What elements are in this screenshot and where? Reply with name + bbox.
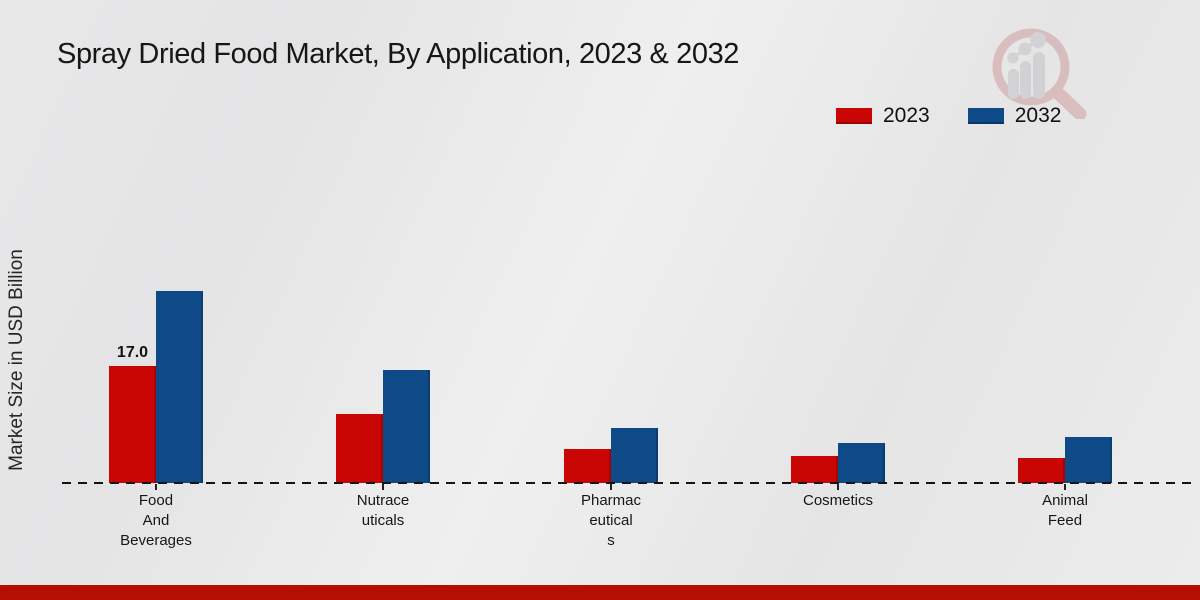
bar-2032-pharmaceuticals xyxy=(611,428,658,483)
bar-2023-pharmaceuticals xyxy=(564,449,611,483)
x-axis-category-label-cosmetics: Cosmetics xyxy=(802,492,873,509)
legend: 2023 2032 xyxy=(836,104,1061,128)
legend-label-2032: 2032 xyxy=(1014,104,1062,127)
market-research-watermark-logo xyxy=(992,28,1087,119)
legend-item-2032: 2032 xyxy=(967,104,1062,128)
logo-bar-small xyxy=(1008,69,1019,99)
bar-2023-animal-feed xyxy=(1018,458,1065,483)
logo-dot-2 xyxy=(1018,42,1032,56)
x-axis-category-label-food-and-beverages: Food And Beverages xyxy=(120,492,192,549)
bar-2032-food-and-beverages xyxy=(156,291,203,483)
logo-bar-medium xyxy=(1020,61,1031,99)
legend-swatch-2023 xyxy=(836,108,872,124)
x-axis-baseline xyxy=(62,482,1194,484)
x-axis-category-label-pharmaceuticals: Pharmac eutical s xyxy=(580,492,642,549)
logo-handle xyxy=(1051,86,1087,119)
x-axis-tick-pharmaceuticals xyxy=(610,484,612,490)
x-axis-tick-food-and-beverages xyxy=(155,484,157,490)
bar-2032-cosmetics xyxy=(838,443,885,483)
bar-2032-animal-feed xyxy=(1065,437,1112,483)
x-axis-category-label-nutraceuticals: Nutrace uticals xyxy=(356,492,410,529)
footer-band xyxy=(0,585,1200,600)
legend-swatch-2032 xyxy=(967,108,1004,124)
legend-item-2023: 2023 xyxy=(836,104,930,128)
data-label-annotation: 17.0 xyxy=(116,344,149,361)
x-axis-tick-animal-feed xyxy=(1064,484,1066,490)
bar-2023-nutraceuticals xyxy=(336,414,383,483)
logo-dot-1 xyxy=(1007,52,1019,64)
bar-2032-nutraceuticals xyxy=(383,370,430,483)
logo-lens-ring xyxy=(992,28,1070,106)
x-axis-tick-nutraceuticals xyxy=(382,484,384,490)
x-axis-tick-cosmetics xyxy=(837,484,839,490)
bar-2023-cosmetics xyxy=(791,456,838,483)
legend-label-2023: 2023 xyxy=(883,104,930,127)
logo-bar-large xyxy=(1033,52,1045,99)
chart-title: Spray Dried Food Market, By Application,… xyxy=(57,38,740,70)
bar-2023-food-and-beverages xyxy=(109,366,156,483)
x-axis-category-label-animal-feed: Animal Feed xyxy=(1042,492,1088,529)
logo-dot-3 xyxy=(1030,32,1046,48)
